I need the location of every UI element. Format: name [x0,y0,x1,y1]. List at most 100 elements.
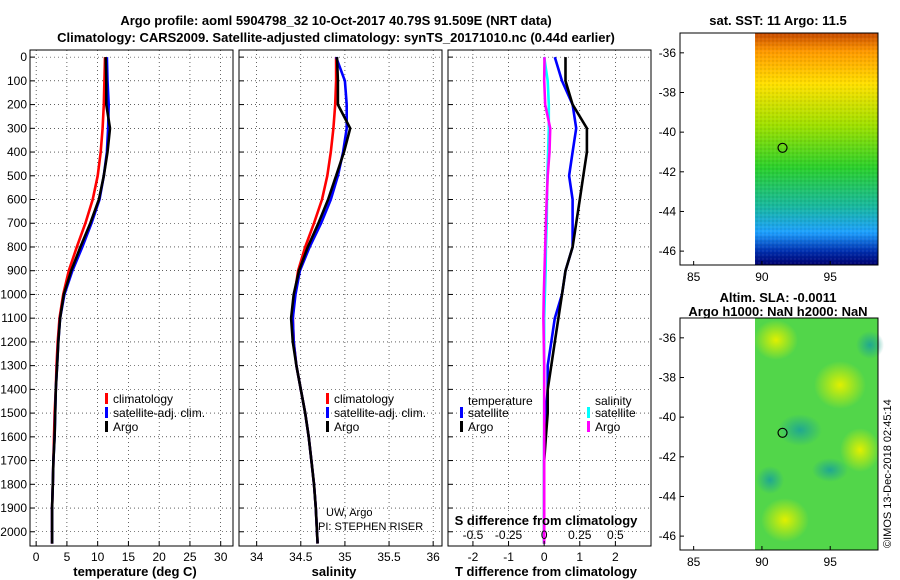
map-x-tick-label: 90 [755,555,769,569]
legend-swatch-t-argo [460,421,463,432]
map-y-tick-label: -46 [659,529,677,543]
map-y-tick-label: -36 [659,46,677,60]
legend-label-argo: Argo [334,420,360,434]
figure-title-line1: Argo profile: aoml 5904798_32 10-Oct-201… [120,13,551,28]
legend-swatch-satellite [105,407,108,418]
x-tick-label: 30 [214,550,228,564]
map-y-tick-label: -36 [659,331,677,345]
x-tick-label: 1 [576,550,583,564]
x-tick-label: 0 [541,550,548,564]
legend-label-t-argo: Argo [468,420,494,434]
x-tick-label: 35 [338,550,352,564]
y-tick-label: 1200 [0,335,27,349]
temperature-panel: 0 5 10 15 20 25 300100200300400500600700800900… [0,49,234,579]
sla-map-frame [679,317,879,551]
legend-swatch-climatology [105,393,108,404]
y-tick-label: 1400 [0,382,27,396]
y-tick-label: 0 [20,50,27,64]
salinity-lines [289,56,352,544]
sla-field-blobs [754,320,884,542]
difference-lines [542,56,589,544]
s-difference-xlabel: S difference from climatology [455,513,639,528]
y-tick-label: 1800 [0,477,27,491]
sst-field-texture [755,33,878,265]
map-x-tick-label: 90 [755,270,769,284]
salinity-ticks: 34 34.5 35 35.5 36 [239,56,440,564]
y-tick-label: 1100 [1,311,27,325]
x-tick-label: 15 [122,550,136,564]
map-y-tick-label: -38 [659,85,677,99]
map-x-tick-label: 95 [824,270,838,284]
legend-label-s-argo: Argo [595,420,621,434]
x-tick-label: 25 [183,550,197,564]
map-x-tick-label: 95 [824,555,838,569]
map-y-tick-label: -38 [659,370,677,384]
map-x-tick-label: 85 [687,270,701,284]
difference-legend-temperature: temperature satellite Argo [460,394,533,434]
s-x-tick-label: 0.25 [568,528,592,542]
legend-label-climatology: climatology [334,392,394,406]
x-tick-label: 35.5 [377,550,401,564]
difference-ticks: -2 -1 0 1 2 -0.5 -0.25 0 0.25 0.5 [448,56,624,564]
legend-swatch-argo [105,421,108,432]
imos-timestamp: ©IMOS 13-Dec-2018 02:45:14 [882,399,894,548]
temperature-xlabel: temperature (deg C) [73,564,197,579]
legend-title-temperature: temperature [468,394,533,408]
temperature-lines [50,57,112,544]
y-tick-label: 1600 [0,430,27,444]
s-x-tick-label: 0 [541,528,548,542]
salinity-xlabel: salinity [312,564,358,579]
sla-map-ticks: 85 90 95 -36 -38 -40 -42 -44 -46 [659,331,838,569]
series-line-s-argo [542,57,552,544]
legend-swatch-argo [326,421,329,432]
salinity-axes-frame [238,49,443,547]
legend-swatch-climatology [326,393,329,404]
x-tick-label: 34 [250,550,264,564]
difference-axes-frame [447,49,652,547]
temperature-legend: climatology satellite-adj. clim. Argo [105,392,205,434]
legend-label-satellite: satellite-adj. clim. [113,406,205,420]
y-tick-label: 1300 [0,359,27,373]
temperature-grid [30,50,233,546]
sla-map-title: Altim. SLA: -0.0011 [719,290,836,305]
difference-legend-salinity: salinity satellite Argo [587,394,636,434]
difference-panel: -2 -1 0 1 2 -0.5 -0.25 0 0.25 0.5 temperature sat… [447,49,652,579]
sla-map-subtitle: Argo h1000: NaN h2000: NaN [688,304,867,319]
y-tick-label: 200 [7,98,27,112]
y-tick-label: 900 [7,264,27,278]
sst-map-ticks: 85 90 95 -36 -38 -40 -42 -44 -46 [659,46,838,284]
series-line-climatology [291,57,338,544]
argo-location-marker [777,142,788,153]
s-x-tick-label: -0.25 [495,528,523,542]
map-y-tick-label: -44 [659,489,677,503]
x-tick-label: 20 [153,550,167,564]
credit-line1: UW, Argo [326,507,372,519]
map-x-tick-label: 85 [687,555,701,569]
y-tick-label: 700 [7,216,27,230]
legend-label-argo: Argo [113,420,139,434]
t-difference-xlabel: T difference from climatology [455,564,638,579]
map-y-tick-label: -40 [659,125,677,139]
figure-title-line2: Climatology: CARS2009. Satellite-adjuste… [57,30,615,45]
legend-label-t-satellite: satellite [468,406,509,420]
x-tick-label: -2 [468,550,479,564]
series-line-argo [50,57,112,544]
salinity-panel: 34 34.5 35 35.5 36 climatology satellite-adj… [238,49,443,579]
x-tick-label: 36 [426,550,440,564]
map-y-tick-label: -42 [659,165,677,179]
x-tick-label: 10 [91,550,105,564]
x-tick-label: 2 [612,550,619,564]
legend-swatch-satellite [326,407,329,418]
x-tick-label: -1 [503,550,514,564]
y-tick-label: 1500 [0,406,27,420]
salinity-legend: climatology satellite-adj. clim. Argo [326,392,426,434]
y-tick-label: 300 [7,121,27,135]
legend-label-satellite: satellite-adj. clim. [334,406,426,420]
y-tick-label: 600 [7,193,27,207]
sst-map-frame [679,32,879,266]
salinity-grid [239,50,442,546]
map-y-tick-label: -40 [659,410,677,424]
map-y-tick-label: -46 [659,244,677,258]
y-tick-label: 1700 [0,454,27,468]
